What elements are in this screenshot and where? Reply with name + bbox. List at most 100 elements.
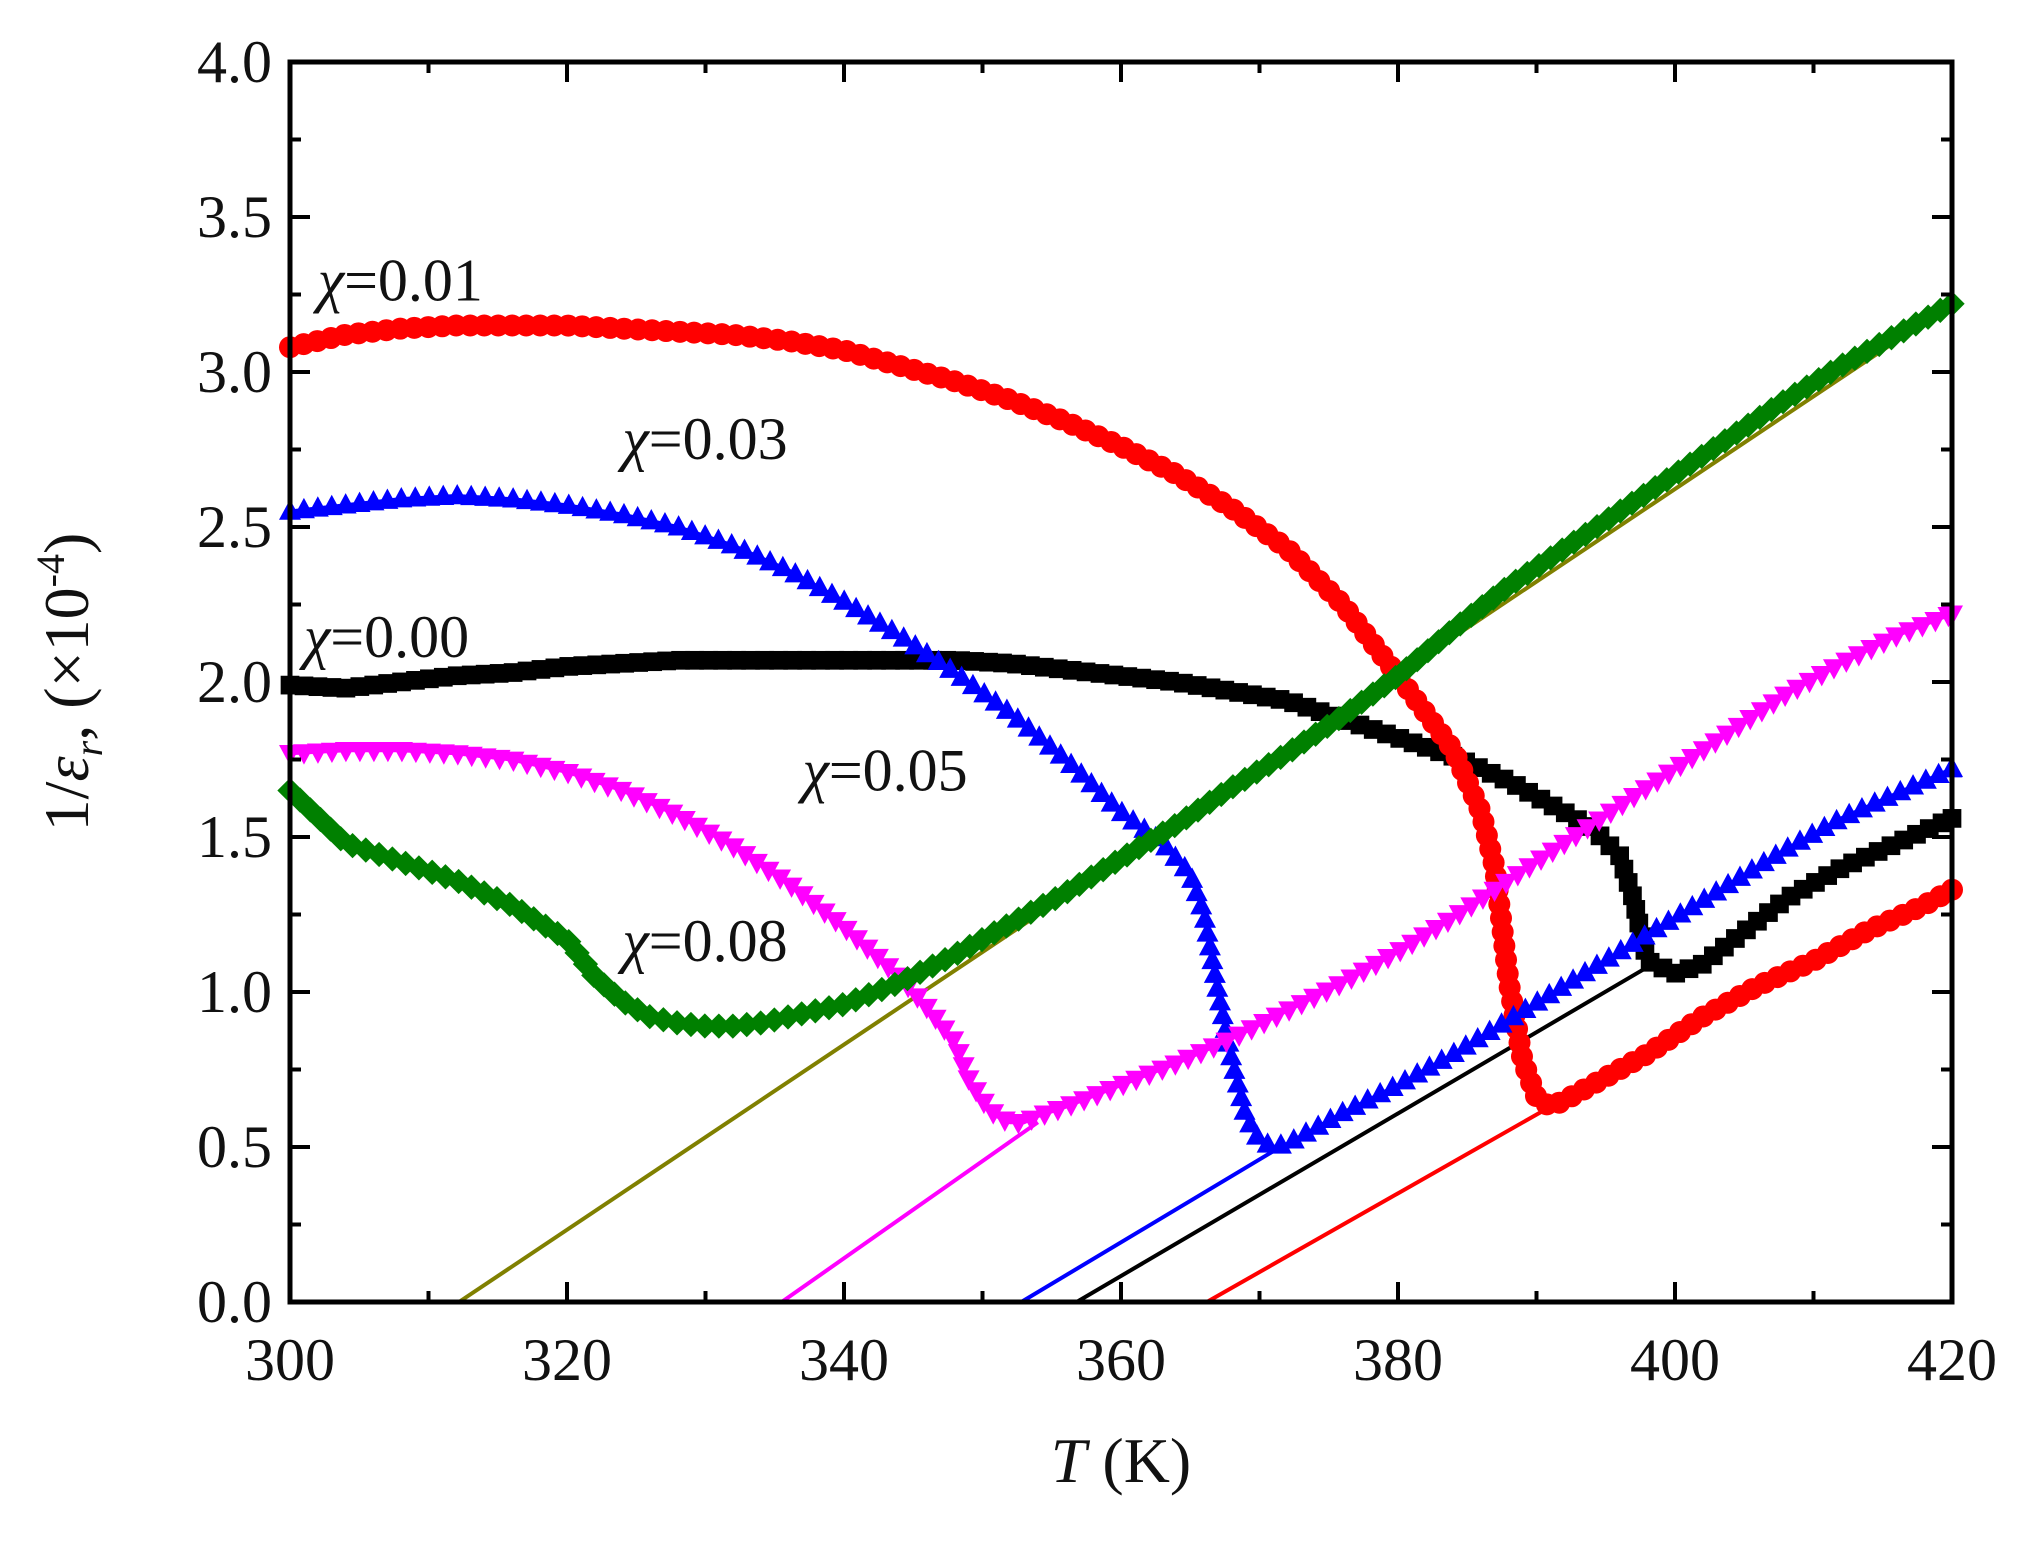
marker-x005	[673, 810, 696, 832]
marker-x005	[1564, 827, 1587, 848]
marker-x005	[972, 1093, 995, 1115]
marker-x003	[1230, 1085, 1253, 1107]
marker-x003	[640, 508, 663, 530]
series-labels: χ=0.00χ=0.01χ=0.03χ=0.05χ=0.08	[299, 248, 968, 974]
marker-x005	[1189, 1044, 1212, 1065]
axis-ticks: 300 320 340 360 380 400 420 0.0 0.5 1.0 1.5 2.0 2.5 3…	[197, 29, 1997, 1393]
marker-x008	[1138, 827, 1164, 853]
marker-x005	[1202, 1038, 1225, 1059]
marker-x003	[1307, 1114, 1330, 1135]
fit-line-fit003	[1020, 1145, 1282, 1304]
x-tick-label: 400	[1630, 1327, 1720, 1393]
marker-x005	[1810, 666, 1833, 687]
marker-x003	[939, 657, 962, 678]
y-tick-label: 3.0	[197, 339, 272, 405]
marker-x005	[622, 787, 645, 808]
marker-x005	[769, 869, 792, 890]
marker-x008	[1903, 311, 1929, 337]
marker-x005	[1164, 1055, 1187, 1076]
marker-x003	[612, 502, 635, 524]
marker-x005	[661, 804, 684, 825]
marker-x005	[915, 998, 938, 1020]
series-label-value: =0.05	[829, 738, 968, 804]
marker-x003	[1693, 887, 1716, 908]
marker-x008	[1642, 474, 1668, 501]
marker-x008	[392, 850, 419, 877]
y-axis-unit-exp: -4	[28, 554, 73, 587]
series-label-symbol: χ	[313, 248, 346, 314]
marker-x005	[1599, 803, 1622, 825]
marker-x003	[1825, 808, 1848, 830]
y-tick-label: 2.5	[197, 494, 272, 560]
marker-x005	[1634, 780, 1657, 801]
marker-x005	[1315, 982, 1338, 1003]
marker-x003	[1017, 716, 1040, 737]
marker-x003	[1442, 1041, 1465, 1062]
marker-x003	[1609, 938, 1632, 960]
marker-x008	[1854, 338, 1880, 365]
marker-x003	[961, 673, 984, 695]
marker-x003	[1717, 872, 1740, 894]
marker-x003	[904, 634, 927, 655]
marker-x008	[1723, 420, 1750, 446]
marker-x003	[667, 515, 690, 536]
marker-x003	[1164, 845, 1187, 866]
marker-x003	[892, 626, 915, 647]
marker-x008	[1404, 647, 1430, 673]
marker-x008	[1436, 620, 1462, 646]
marker-x005	[1798, 672, 1821, 694]
y-axis-sub: r	[66, 740, 111, 756]
marker-x003	[1538, 982, 1561, 1004]
marker-x003	[1466, 1026, 1489, 1048]
marker-x005	[1669, 756, 1692, 778]
marker-x008	[1806, 366, 1832, 393]
series-label-value: =0.01	[344, 248, 483, 314]
marker-x008	[1915, 304, 1941, 330]
marker-x003	[1514, 997, 1537, 1018]
marker-x005	[1657, 764, 1680, 785]
y-axis-comma: ,	[31, 709, 102, 741]
marker-x008	[664, 1010, 690, 1036]
marker-x008	[692, 1013, 718, 1039]
marker-x005	[1553, 834, 1576, 856]
x-tick-label: 360	[1076, 1327, 1166, 1393]
marker-x003	[529, 490, 552, 511]
x-axis-var: T	[1051, 1425, 1091, 1496]
marker-x008	[1337, 697, 1363, 724]
marker-x005	[1303, 988, 1326, 1010]
marker-x003	[1740, 858, 1763, 879]
marker-x008	[1066, 871, 1092, 897]
marker-x003	[1344, 1094, 1367, 1115]
marker-x005	[1240, 1020, 1263, 1041]
marker-x005	[1704, 733, 1727, 754]
marker-x003	[1356, 1088, 1379, 1109]
marker-x008	[1162, 812, 1188, 839]
marker-x003	[1863, 791, 1886, 812]
marker-x003	[1209, 990, 1232, 1011]
fit-line-fit005	[780, 1120, 1040, 1304]
marker-x005	[1716, 725, 1739, 746]
marker-x005	[1401, 934, 1424, 956]
marker-x003	[915, 641, 938, 663]
marker-x003	[1226, 1072, 1249, 1093]
marker-x005	[1911, 617, 1934, 638]
marker-x008	[650, 1007, 677, 1033]
marker-x003	[1430, 1048, 1453, 1069]
marker-x005	[1681, 749, 1704, 770]
marker-x003	[1788, 829, 1811, 850]
marker-x008	[1491, 576, 1517, 603]
marker-x005	[362, 741, 385, 763]
marker-x005	[1352, 962, 1375, 984]
marker-x003	[1223, 1058, 1246, 1079]
marker-x008	[432, 864, 459, 890]
y-axis-unit-close: )	[31, 533, 102, 554]
marker-x008	[1677, 451, 1703, 477]
marker-x003	[868, 611, 891, 632]
marker-x003	[1393, 1068, 1416, 1090]
x-tick-label: 380	[1353, 1327, 1443, 1393]
marker-x005	[1483, 881, 1506, 903]
marker-x003	[1776, 836, 1799, 857]
marker-x005	[610, 781, 633, 803]
marker-x003	[1889, 779, 1912, 801]
marker-x005	[1835, 652, 1858, 673]
